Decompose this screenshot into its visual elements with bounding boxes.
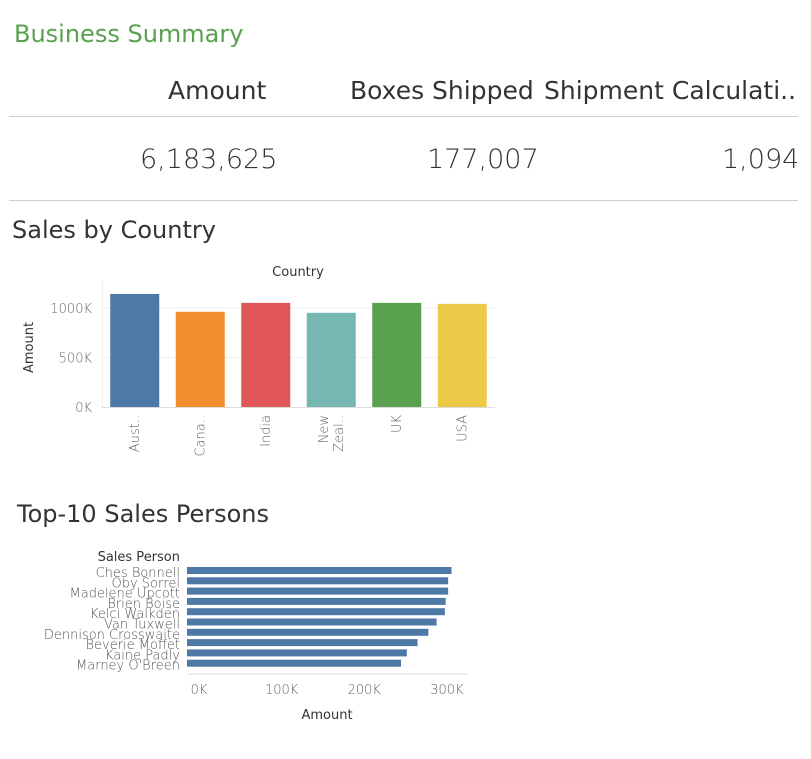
country-bar[interactable] [372,302,422,407]
sales-person-bar[interactable] [187,649,407,657]
sales-person-bar[interactable] [187,628,429,636]
country-x-tick-label: UK [390,415,405,434]
persons-chart-y-label: Sales Person [98,550,180,565]
country-chart-y-tick-label: 500K [59,351,93,366]
persons-x-tick-label: 0K [191,683,208,698]
country-chart-y-label: Amount [22,322,37,373]
sales-person-bar[interactable] [187,639,418,647]
country-x-tick-label: Aust.. [128,415,143,452]
sales-person-label: Dennison Crosswaite [44,628,180,643]
sales-person-bar[interactable] [187,577,449,585]
sales-person-label: Marney O'Breen [76,659,180,674]
kpi-amount-value: 6,183,625 [140,144,278,175]
persons-x-tick-label: 200K [348,683,382,698]
sales-person-label: Beverie Moffet [85,638,180,653]
country-x-tick-label: India [259,415,274,447]
persons-x-tick-label: 300K [430,683,464,698]
country-x-tick-label: USA [455,415,470,442]
sales-person-bar[interactable] [187,618,437,626]
country-x-tick-label: Cana.. [193,415,208,457]
persons-chart-x-label: Amount [301,708,352,723]
country-bar[interactable] [110,293,160,407]
sales-person-bar[interactable] [187,597,446,605]
persons-x-tick-label: 100K [265,683,299,698]
sales-person-label: Ches Bonnell [96,566,180,581]
kpi-boxes-shipped-label: Boxes Shipped [350,76,534,105]
top-sales-persons-title: Top-10 Sales Persons [17,500,269,528]
kpi-shipment-calculation-label: Shipment Calculati.. [544,76,797,105]
country-chart-title: Country [272,265,324,280]
sales-person-label: Brien Boise [107,597,180,612]
sales-person-bar[interactable] [187,608,445,616]
sales-person-label: Kaine Padly [105,648,180,663]
country-chart-y-tick-label: 1000K [50,302,92,317]
country-x-tick-label: New [317,415,332,443]
kpi-bottom-divider [9,200,798,201]
sales-person-label: Oby Sorrel [111,576,180,591]
country-bar[interactable] [175,311,225,407]
country-bar[interactable] [306,312,356,407]
sales-person-bar[interactable] [187,659,402,667]
dashboard-title: Business Summary [14,20,244,48]
country-chart-y-tick-label: 0K [75,401,92,416]
kpi-amount-label: Amount [168,76,267,105]
kpi-shipment-calculation-value: 1,094 [722,144,800,175]
sales-by-country-chart: Country Amount 0K 500K 1000K Aust.. Cana.. Indi… [22,265,495,457]
sales-by-country-title: Sales by Country [12,216,216,244]
sales-person-label: Kelci Walkden [90,607,180,622]
sales-person-bar[interactable] [187,587,449,595]
kpi-boxes-shipped-value: 177,007 [427,144,539,175]
country-bar[interactable] [241,302,291,407]
sales-person-bar[interactable] [187,567,452,574]
kpi-header-divider [9,116,798,117]
sales-person-label: Van Tuxwell [104,618,180,633]
country-x-tick-label: Zeal.. [332,415,347,452]
sales-person-label: Madelene Upcott [70,587,180,602]
country-bar[interactable] [437,303,487,407]
